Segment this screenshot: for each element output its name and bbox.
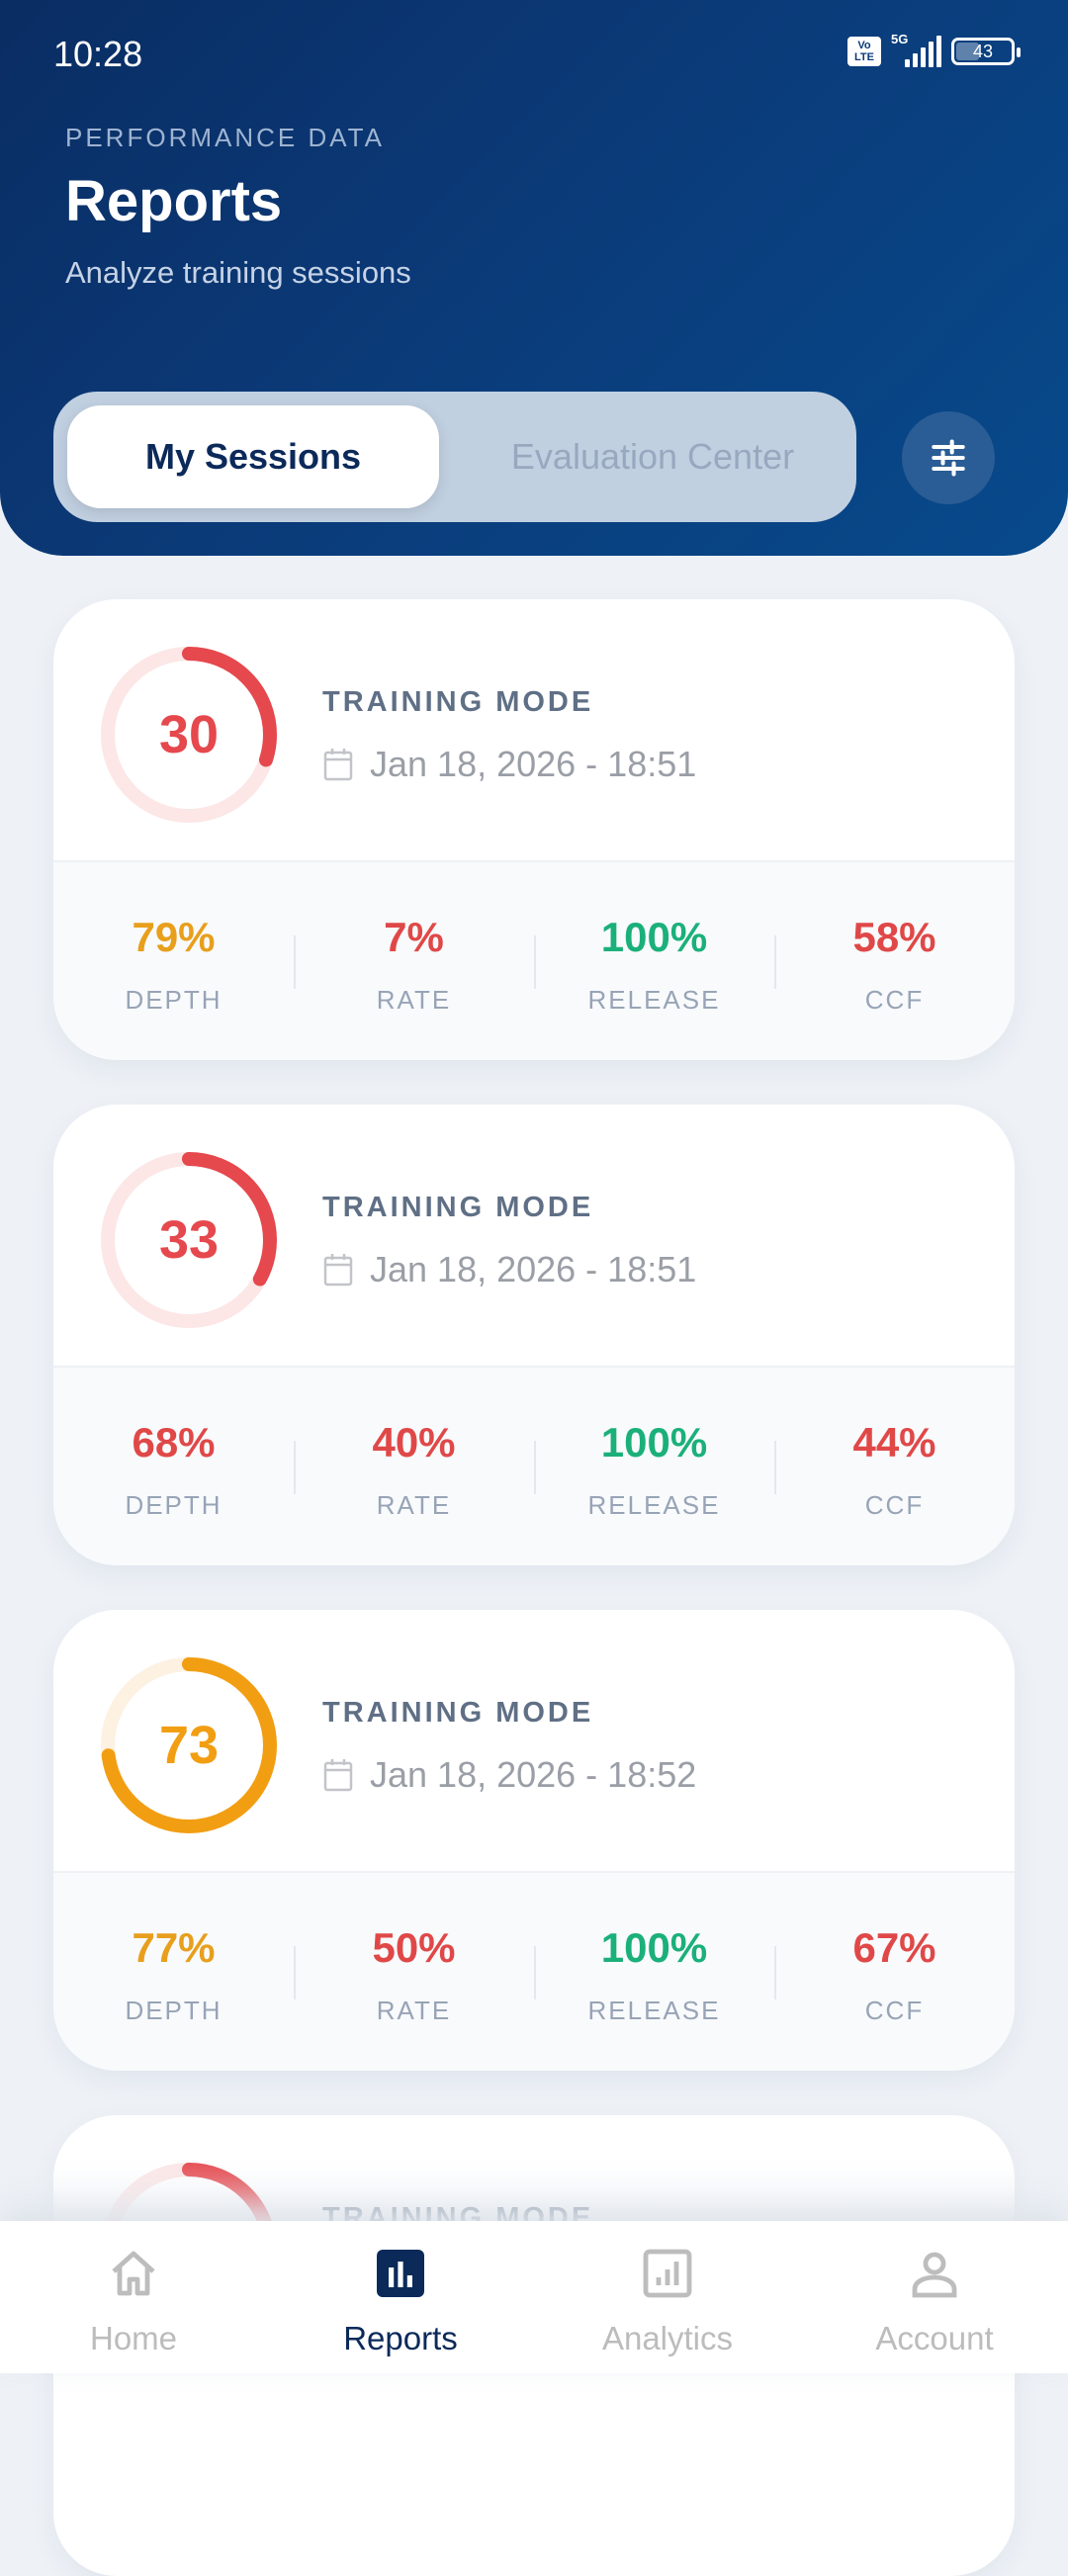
sliders-icon	[932, 439, 965, 477]
ccf-value: 67%	[852, 1924, 936, 1971]
session-date: Jan 18, 2026 - 18:51	[370, 1249, 697, 1289]
release-value: 100%	[600, 1419, 708, 1466]
filter-button[interactable]	[902, 411, 995, 504]
release-label: RELEASE	[587, 1490, 721, 1520]
mode-label: TRAINING MODE	[322, 686, 594, 718]
session-date: Jan 18, 2026 - 18:51	[370, 744, 697, 784]
rate-label: RATE	[376, 1996, 452, 2025]
calendar-icon	[323, 1254, 353, 1287]
score-value: 33	[158, 1210, 220, 1270]
volte-icon: Vo LTE	[847, 37, 881, 66]
calendar-icon	[323, 1759, 353, 1792]
nav-reports[interactable]: Reports	[267, 2221, 534, 2373]
session-card[interactable]: 33 TRAINING MODE Jan 18, 2026 - 18:51 68…	[53, 1105, 1015, 1565]
release-value: 100%	[600, 1924, 708, 1971]
score-ring: 73	[99, 1655, 279, 1835]
depth-label: DEPTH	[125, 985, 222, 1015]
session-date: Jan 18, 2026 - 18:52	[370, 1754, 697, 1795]
section-eyebrow: PERFORMANCE DATA	[65, 123, 385, 152]
signal-icon: 5G	[891, 32, 941, 67]
calendar-icon	[323, 749, 353, 781]
rate-value: 7%	[384, 914, 444, 960]
analytics-icon	[643, 2249, 692, 2298]
release-label: RELEASE	[587, 985, 721, 1015]
session-card[interactable]: 30 TRAINING MODE Jan 18, 2026 - 18:51 79…	[53, 599, 1015, 1060]
page-title: Reports	[65, 169, 283, 233]
depth-value: 79%	[132, 914, 216, 960]
depth-label: DEPTH	[125, 1996, 222, 2025]
release-value: 100%	[600, 914, 708, 960]
status-bar: 10:28 Vo LTE 5G 43	[53, 30, 1021, 81]
battery-icon: 43	[951, 38, 1021, 65]
rate-label: RATE	[376, 985, 452, 1015]
depth-value: 77%	[132, 1924, 216, 1971]
score-value: 30	[158, 705, 220, 764]
release-label: RELEASE	[587, 1996, 721, 2025]
clock: 10:28	[53, 34, 143, 74]
account-icon	[912, 2252, 957, 2298]
page-subtitle: Analyze training sessions	[65, 255, 411, 290]
ccf-label: CCF	[864, 1996, 925, 2025]
segmented-tabs: My Sessions Evaluation Center	[53, 392, 856, 522]
score-ring: 33	[99, 1150, 279, 1330]
ccf-value: 58%	[852, 914, 936, 960]
mode-label: TRAINING MODE	[322, 1697, 594, 1729]
nav-home[interactable]: Home	[0, 2221, 267, 2373]
nav-analytics[interactable]: Analytics	[534, 2221, 801, 2373]
header: 10:28 Vo LTE 5G 43 PERFORMANCE DATA Repor…	[0, 0, 1068, 556]
depth-label: DEPTH	[125, 1490, 222, 1520]
nav-account[interactable]: Account	[801, 2221, 1068, 2373]
rate-label: RATE	[376, 1490, 452, 1520]
ccf-label: CCF	[864, 985, 925, 1015]
rate-value: 40%	[372, 1419, 456, 1466]
ccf-label: CCF	[864, 1490, 925, 1520]
tab-my-sessions[interactable]: My Sessions	[67, 405, 439, 508]
tab-evaluation-center[interactable]: Evaluation Center	[510, 436, 795, 477]
score-ring: 30	[99, 645, 279, 825]
ccf-value: 44%	[852, 1419, 936, 1466]
bottom-navigation: Home Reports Analytics Account	[0, 2221, 1068, 2373]
mode-label: TRAINING MODE	[322, 1192, 594, 1223]
rate-value: 50%	[372, 1924, 456, 1971]
session-card[interactable]: 73 TRAINING MODE Jan 18, 2026 - 18:52 77…	[53, 1610, 1015, 2071]
home-icon	[112, 2251, 155, 2296]
reports-icon	[377, 2250, 424, 2297]
depth-value: 68%	[132, 1419, 216, 1466]
score-value: 73	[158, 1716, 220, 1775]
